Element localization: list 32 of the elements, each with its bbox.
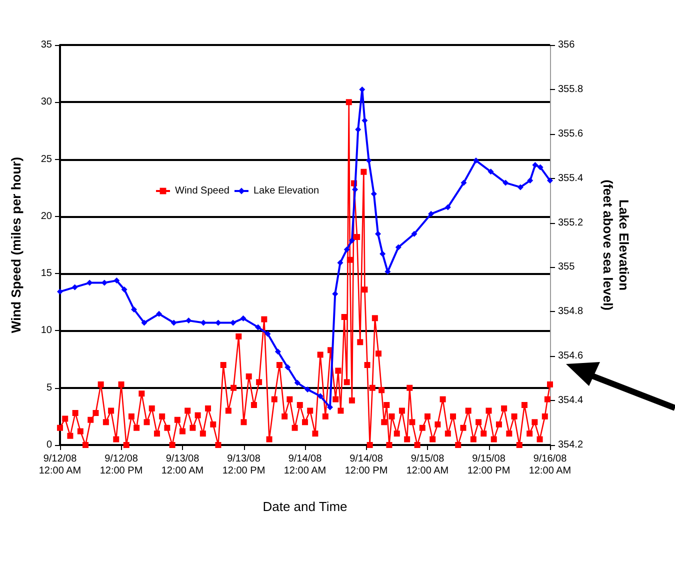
y-tick-label: 30 [40, 96, 52, 108]
x-tick-label: 9/15/08 12:00 PM [467, 454, 510, 476]
y2-tick-label: 355 [558, 262, 576, 273]
y-tick-label: 25 [40, 154, 52, 165]
x-tick-label: 9/15/08 12:00 AM [406, 454, 449, 476]
y-tick-label: 20 [40, 210, 52, 222]
y-tick-label: 35 [40, 40, 52, 50]
y-axis-title: Wind Speed (miles per hour) [8, 156, 24, 334]
legend-label: Wind Speed [175, 186, 230, 196]
y2-tick-label: 355.2 [558, 217, 584, 228]
y-tick-label: 10 [40, 325, 52, 336]
y2-tick-label: 354.8 [558, 306, 584, 318]
legend-label: Lake Elevation [253, 186, 320, 196]
y2-tick-label: 355.6 [558, 128, 584, 140]
x-tick-label: 9/14/08 12:00 AM [284, 454, 326, 476]
x-axis-title: Date and Time [262, 499, 348, 514]
y-tick-label: 5 [46, 382, 52, 394]
x-tick-label: 9/12/08 12:00 AM [38, 454, 82, 476]
y-tick-label: 15 [40, 268, 52, 280]
y-tick-label: 0 [46, 440, 52, 450]
y2-tick-label: 354.6 [558, 350, 584, 362]
x-tick-label: 9/14/08 12:00 PM [344, 454, 388, 476]
y2-tick-label: 354.4 [558, 395, 584, 406]
x-tick-label: 9/12/08 12:00 PM [100, 454, 143, 476]
x-tick-label: 9/13/08 12:00 AM [161, 454, 204, 476]
x-tick-label: 9/13/08 12:00 PM [222, 454, 266, 476]
y2-tick-label: 355.4 [558, 172, 584, 184]
y2-tick-label: 355.8 [558, 84, 584, 95]
x-tick-label: 9/16/08 12:00 AM [528, 454, 572, 476]
y2-tick-label: 356 [558, 40, 576, 50]
y2-tick-label: 354.2 [558, 440, 584, 450]
y2-axis-title: Lake Elevation (feet above sea level) [600, 180, 632, 310]
